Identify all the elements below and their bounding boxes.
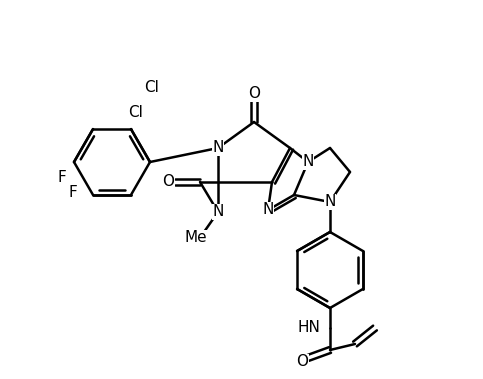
Text: N: N <box>302 155 313 169</box>
Text: HN: HN <box>297 321 320 335</box>
Text: Cl: Cl <box>144 80 159 96</box>
Text: O: O <box>162 174 174 190</box>
Text: N: N <box>213 205 224 219</box>
Text: Me: Me <box>185 230 207 246</box>
Text: O: O <box>296 354 308 370</box>
Text: O: O <box>248 86 260 102</box>
Text: N: N <box>324 194 336 210</box>
Text: Cl: Cl <box>128 105 143 120</box>
Text: N: N <box>262 202 274 218</box>
Text: F: F <box>57 171 66 185</box>
Text: F: F <box>69 185 77 200</box>
Text: N: N <box>213 141 224 155</box>
